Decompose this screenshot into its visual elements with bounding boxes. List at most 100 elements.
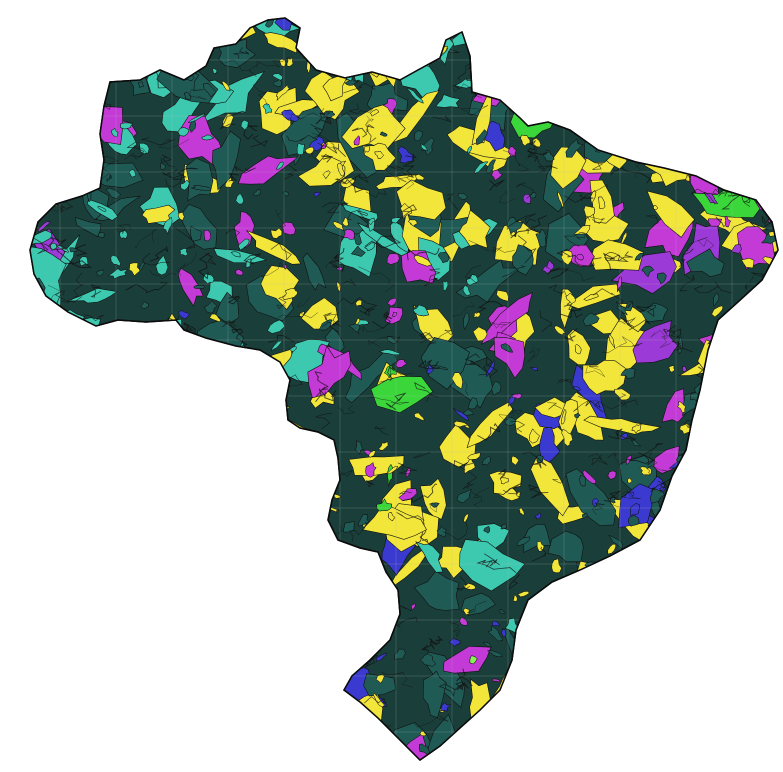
geologic-unit [203, 273, 215, 285]
geologic-unit [323, 110, 336, 118]
geologic-unit [74, 217, 102, 238]
geologic-unit [275, 161, 284, 170]
unit-boundary-line [497, 468, 507, 479]
unit-boundary-line [657, 480, 668, 493]
unit-boundary-line [315, 412, 332, 430]
geologic-unit [120, 122, 134, 130]
geologic-unit [711, 305, 724, 318]
geologic-unit [491, 678, 501, 683]
geologic-unit [518, 507, 525, 516]
unit-boundary-line [276, 295, 287, 310]
geologic-unit [512, 393, 522, 400]
geologic-unit [278, 58, 286, 67]
geologic-unit [378, 441, 389, 451]
geologic-unit [565, 292, 576, 304]
geologic-unit [386, 465, 399, 475]
geologic-unit [263, 32, 300, 54]
unit-boundary-line [307, 152, 318, 161]
geologic-unit [491, 380, 502, 396]
geologic-unit [591, 498, 599, 507]
unit-boundary-line [268, 334, 295, 343]
unit-boundary-line [329, 320, 339, 333]
unit-boundary-line [502, 150, 530, 172]
unit-boundary-line [489, 179, 505, 192]
unit-boundary-line [452, 301, 475, 318]
unit-boundary-line [429, 503, 437, 513]
geologic-unit [422, 670, 447, 718]
geologic-unit [458, 209, 491, 249]
geologic-unit [516, 536, 531, 547]
unit-boundary-line [371, 310, 393, 329]
unit-boundary-line [588, 453, 608, 466]
geologic-unit [66, 287, 118, 304]
geologic-unit [452, 407, 470, 421]
geologic-unit [379, 131, 388, 137]
unit-boundary-line [83, 313, 104, 322]
unit-boundary-line [423, 268, 441, 287]
geologic-unit [558, 398, 579, 435]
geologic-unit [119, 230, 128, 239]
geologic-unit [630, 439, 642, 447]
unit-boundary-line [561, 266, 594, 282]
unit-boundary-line [635, 304, 656, 317]
geologic-unit [574, 343, 582, 355]
geologic-unit [395, 359, 408, 368]
unit-boundary-line [114, 224, 132, 234]
geologic-unit [741, 257, 755, 269]
geologic-unit [582, 469, 597, 484]
unit-boundary-line [491, 321, 511, 329]
geologic-unit [275, 84, 290, 102]
unit-boundary-line [366, 480, 375, 488]
geologic-unit [336, 280, 341, 292]
geologic-unit [304, 146, 315, 155]
unit-boundary-line [328, 253, 345, 269]
geologic-unit [708, 218, 723, 227]
geologic-unit [639, 466, 651, 476]
geologic-unit [560, 409, 567, 425]
unit-boundary-line [478, 356, 499, 378]
unit-boundary-line [573, 400, 627, 412]
unit-boundary-line [256, 55, 290, 68]
geologic-unit [628, 515, 640, 527]
geologic-unit [438, 423, 477, 468]
unit-boundary-line [106, 174, 112, 183]
unit-boundary-line [464, 353, 481, 367]
geologic-unit [534, 512, 542, 520]
geologic-unit [620, 231, 627, 245]
unit-boundary-line [527, 139, 549, 155]
unit-boundary-line [475, 301, 504, 314]
unit-boundary-line [325, 259, 338, 268]
unit-boundary-line [585, 360, 605, 377]
unit-boundary-line [477, 422, 501, 441]
unit-boundary-line [417, 359, 440, 370]
unit-boundary-line [386, 165, 405, 170]
geologic-unit [282, 288, 298, 300]
unit-boundary-line [349, 521, 366, 542]
unit-boundary-line [343, 83, 376, 94]
unit-boundary-line [289, 108, 331, 121]
unit-boundary-line [619, 336, 643, 347]
unit-boundary-line [396, 617, 418, 628]
unit-boundary-line [548, 284, 567, 297]
unit-boundary-line [321, 155, 333, 163]
geologic-unit [437, 251, 450, 264]
geologic-unit [178, 310, 190, 319]
geologic-unit [235, 269, 244, 276]
unit-boundary-line [510, 420, 526, 433]
unit-boundary-line [160, 154, 175, 167]
geologic-unit [343, 520, 355, 533]
geologic-unit [180, 179, 190, 191]
unit-boundary-line [134, 228, 158, 249]
unit-boundary-line [623, 491, 635, 499]
geologic-unit [212, 67, 218, 74]
unit-boundary-line [357, 325, 384, 335]
geologic-unit [322, 170, 331, 180]
unit-boundary-line [604, 490, 622, 502]
geologic-unit [557, 191, 564, 209]
unit-boundary-line [585, 215, 605, 224]
geologic-unit [511, 455, 520, 466]
geologic-unit [107, 268, 129, 280]
unit-boundary-line [270, 242, 292, 261]
geologic-unit [512, 594, 518, 602]
